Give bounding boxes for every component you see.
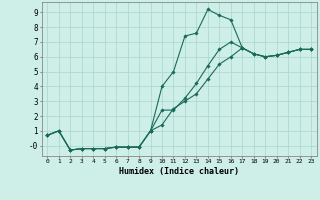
X-axis label: Humidex (Indice chaleur): Humidex (Indice chaleur) [119,167,239,176]
